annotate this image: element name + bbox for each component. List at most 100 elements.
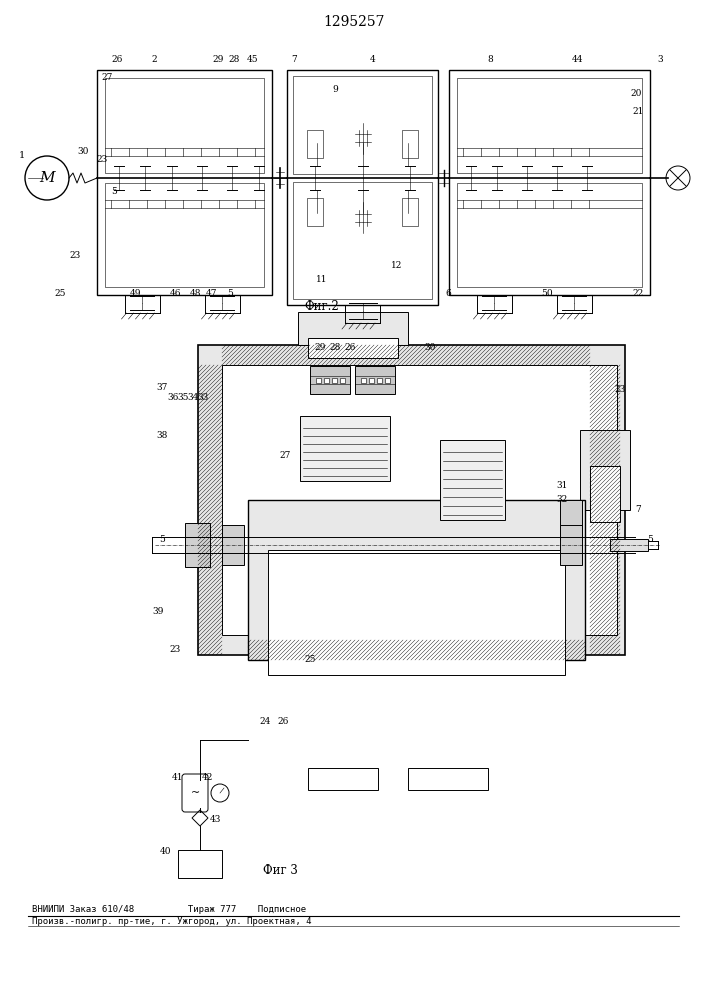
Text: 11: 11 [316,275,328,284]
Bar [440,440,505,520]
Text: 22: 22 [632,288,643,298]
Text: 26: 26 [344,342,356,352]
Text: 28: 28 [228,55,240,64]
Bar [449,70,650,295]
Text: 38: 38 [156,430,168,440]
Text: 29: 29 [212,55,223,64]
Text: 23: 23 [69,251,81,260]
Bar [307,198,323,226]
Bar [178,850,222,878]
Text: 5: 5 [159,536,165,544]
Text: 35: 35 [177,393,189,402]
Bar [332,377,337,382]
Bar [105,183,264,287]
Bar [385,377,390,382]
Text: 45: 45 [247,55,259,64]
Text: ~: ~ [190,788,199,798]
Text: 7: 7 [291,55,297,64]
Bar [590,466,620,522]
Text: 36: 36 [168,393,179,402]
Bar [307,130,323,158]
Bar [198,345,625,655]
Text: 8: 8 [487,55,493,64]
Text: 24: 24 [259,718,271,726]
Bar [185,523,210,567]
Text: 39: 39 [152,607,164,616]
Text: 42: 42 [201,774,213,782]
Bar [308,338,398,358]
Text: 25: 25 [54,288,66,298]
Bar [310,366,350,394]
Text: 28: 28 [329,342,341,352]
Text: 3: 3 [658,55,663,64]
Bar [402,198,418,226]
Text: 1295257: 1295257 [323,15,385,29]
Bar [610,539,648,551]
Text: 5: 5 [111,188,117,196]
Text: 49: 49 [129,288,141,298]
Bar [368,377,373,382]
Text: 30: 30 [77,147,88,156]
Bar [580,430,630,510]
Bar [324,377,329,382]
Bar [308,768,378,790]
Text: 47: 47 [206,288,218,298]
Text: 25: 25 [304,656,316,664]
Text: 27: 27 [101,74,112,83]
Text: Фиг.2: Фиг.2 [305,300,339,314]
Bar [377,377,382,382]
Text: 29: 29 [315,342,326,352]
Bar [457,183,642,287]
Text: 4: 4 [370,55,376,64]
Text: 23: 23 [96,155,107,164]
Bar [298,312,408,345]
Bar [402,130,418,158]
Bar [339,377,344,382]
Bar [248,500,585,660]
Bar [222,525,244,565]
Text: 20: 20 [631,89,642,98]
Bar [315,377,320,382]
Bar [361,377,366,382]
Text: 37: 37 [156,383,168,392]
Text: 40: 40 [159,848,171,856]
Bar [293,76,432,174]
Text: 5: 5 [647,536,653,544]
Text: 33: 33 [197,393,209,402]
Text: 48: 48 [190,288,201,298]
Text: 5: 5 [227,288,233,298]
Text: Фиг 3: Фиг 3 [262,863,298,876]
Bar [97,70,272,295]
Bar [105,78,264,173]
Bar [457,78,642,173]
Text: 32: 32 [556,494,568,504]
Text: 41: 41 [173,774,184,782]
Text: 43: 43 [209,816,221,824]
Bar [355,366,395,394]
Text: 21: 21 [632,107,643,116]
Text: 26: 26 [277,718,288,726]
Text: M: M [39,171,55,185]
Text: 30: 30 [424,342,436,352]
Bar [300,416,390,481]
Text: 46: 46 [170,288,182,298]
Bar [222,365,617,635]
Text: 23: 23 [614,385,626,394]
Bar [560,500,582,540]
Text: 44: 44 [572,55,584,64]
Text: 12: 12 [391,260,403,269]
Text: 6: 6 [445,288,451,298]
Text: 2: 2 [151,55,157,64]
Text: 31: 31 [556,482,568,490]
Text: Произв.-полигр. пр-тие, г. Ужгород, ул. Проектная, 4: Произв.-полигр. пр-тие, г. Ужгород, ул. … [32,918,312,926]
Text: 34: 34 [187,393,199,402]
Text: 9: 9 [332,86,338,95]
Text: 7: 7 [635,506,641,514]
Text: ВНИИПИ Заказ 610/48          Тираж 777    Подписное: ВНИИПИ Заказ 610/48 Тираж 777 Подписное [32,906,306,914]
Text: 27: 27 [279,452,291,460]
Text: 23: 23 [170,646,180,654]
Text: 50: 50 [541,288,553,298]
Bar [560,525,582,565]
Bar [293,182,432,299]
Bar [287,70,438,305]
